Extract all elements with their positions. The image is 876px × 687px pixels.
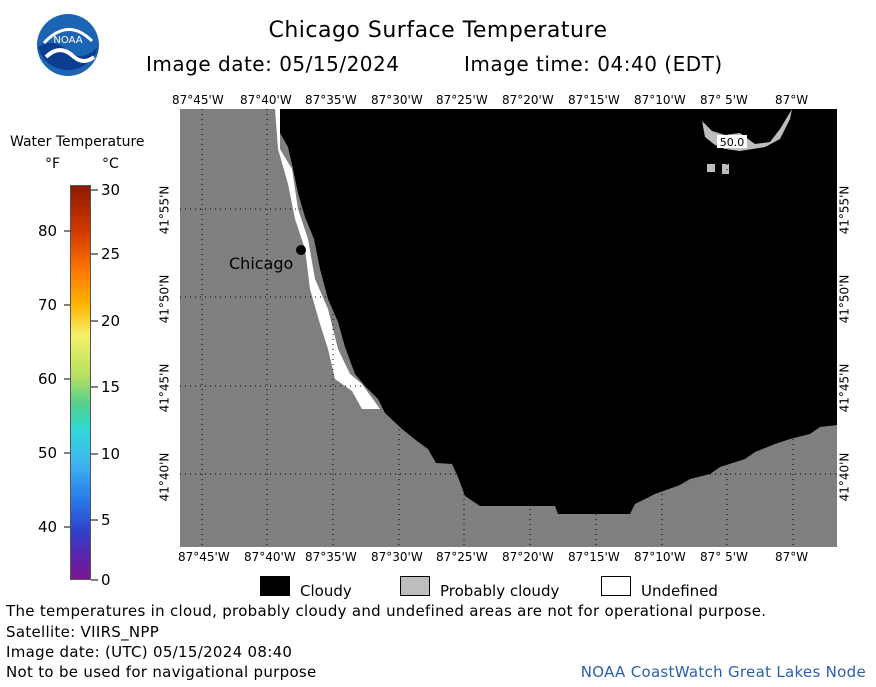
- footer-credit: NOAA CoastWatch Great Lakes Node: [580, 663, 866, 681]
- lon-top-2: 87°35'W: [305, 93, 357, 107]
- lat-left-0: 41°55'N: [157, 185, 172, 235]
- lon-bottom-8: 87° 5'W: [700, 550, 748, 564]
- cloud-area: [280, 109, 837, 514]
- legend-swatch-undefined: [601, 576, 631, 596]
- lon-bottom-5: 87°20'W: [502, 550, 554, 564]
- logo-text: NOAA: [53, 35, 82, 46]
- lat-left-1: 41°50'N: [157, 274, 172, 324]
- f-label-40: 40: [38, 518, 58, 536]
- buoy-label-bg: [717, 135, 747, 148]
- legend-swatch-cloudy: [260, 576, 290, 596]
- footer-satellite: Satellite: VIIRS_NPP: [6, 623, 160, 641]
- c-label-20: 20: [101, 312, 121, 330]
- legend-label-undefined: Undefined: [641, 582, 718, 600]
- lat-left-2: 41°45'N: [157, 363, 172, 413]
- legend-swatch-probably-cloudy: [400, 576, 430, 596]
- lon-bottom-9: 87°W: [775, 550, 809, 564]
- lat-right-1: 41°50'N: [837, 274, 852, 324]
- f-label-80: 80: [38, 222, 58, 240]
- lon-bottom-0: 87°45'W: [178, 550, 230, 564]
- colorbar-title: Water Temperature: [10, 134, 145, 150]
- lon-bottom-6: 87°15'W: [568, 550, 620, 564]
- c-label-30: 30: [101, 181, 121, 199]
- lon-bottom-1: 87°40'W: [244, 550, 296, 564]
- lon-top-3: 87°30'W: [371, 93, 423, 107]
- noaa-logo: NOAA: [37, 14, 99, 76]
- lon-top-0: 87°45'W: [172, 93, 224, 107]
- probably-cloudy-dot: [707, 164, 715, 172]
- buoy-label: 50.0: [720, 136, 745, 149]
- graticule: [180, 109, 837, 547]
- c-label-25: 25: [101, 245, 121, 263]
- lon-bottom-3: 87°30'W: [371, 550, 423, 564]
- probably-cloudy-dot: [722, 164, 729, 174]
- lon-top-5: 87°20'W: [502, 93, 554, 107]
- unit-f: °F: [45, 156, 61, 172]
- colorbar: [70, 185, 91, 580]
- map-canvas: Chicago 50.0: [180, 109, 837, 547]
- footer-utc-date: Image date: (UTC) 05/15/2024 08:40: [6, 643, 293, 661]
- image-time: Image time: 04:40 (EDT): [464, 52, 723, 76]
- lon-top-7: 87°10'W: [634, 93, 686, 107]
- c-label-10: 10: [101, 445, 121, 463]
- lon-bottom-7: 87°10'W: [634, 550, 686, 564]
- lon-top-4: 87°25'W: [436, 93, 488, 107]
- f-label-50: 50: [38, 444, 58, 462]
- lon-bottom-4: 87°25'W: [436, 550, 488, 564]
- footer-nav-warning: Not to be used for navigational purpose: [6, 663, 317, 681]
- lat-right-0: 41°55'N: [837, 185, 852, 235]
- lat-right-2: 41°45'N: [837, 363, 852, 413]
- legend-label-cloudy: Cloudy: [300, 582, 352, 600]
- lon-top-1: 87°40'W: [240, 93, 292, 107]
- f-label-60: 60: [38, 370, 58, 388]
- image-date: Image date: 05/15/2024: [146, 52, 400, 76]
- lon-top-9: 87°W: [775, 93, 809, 107]
- f-label-70: 70: [38, 296, 58, 314]
- c-label-0: 0: [101, 571, 111, 589]
- unit-c: °C: [102, 156, 119, 172]
- city-label-chicago: Chicago: [229, 254, 293, 273]
- footer-note: The temperatures in cloud, probably clou…: [6, 602, 767, 620]
- lat-right-3: 41°40'N: [837, 452, 852, 502]
- map-title: Chicago Surface Temperature: [268, 18, 608, 43]
- lon-top-6: 87°15'W: [568, 93, 620, 107]
- lat-left-3: 41°40'N: [157, 452, 172, 502]
- c-label-5: 5: [101, 511, 111, 529]
- lon-top-8: 87° 5'W: [700, 93, 748, 107]
- c-label-15: 15: [101, 378, 121, 396]
- colorbar-ticks: [64, 189, 98, 581]
- legend-label-probably-cloudy: Probably cloudy: [440, 582, 560, 600]
- chicago-marker: [296, 245, 306, 255]
- lon-bottom-2: 87°35'W: [305, 550, 357, 564]
